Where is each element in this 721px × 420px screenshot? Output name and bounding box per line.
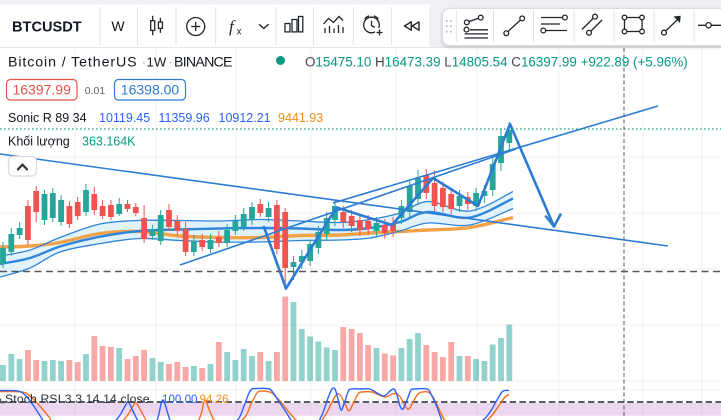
svg-text:f: f <box>229 17 236 36</box>
svg-text:O15475.10 H16473.39 L14805.54: O15475.10 H16473.39 L14805.54 C16397.99 … <box>305 55 688 70</box>
svg-text:9441.93: 9441.93 <box>278 111 323 125</box>
svg-text:Khối lượng: Khối lượng <box>8 135 70 149</box>
svg-text:Stoch RSI 3 3 14 14 close: Stoch RSI 3 3 14 14 close <box>5 392 150 406</box>
svg-text:94.26: 94.26 <box>200 393 229 406</box>
svg-text:x: x <box>237 27 242 38</box>
svg-text:10912.21: 10912.21 <box>219 111 271 125</box>
svg-text:Bitcoin / TetherUS·1W·BINANCE: Bitcoin / TetherUS ·1W ·BINANCE <box>8 55 233 71</box>
svg-text:16397.99: 16397.99 <box>12 82 71 98</box>
svg-text:10119.45: 10119.45 <box>99 111 150 125</box>
svg-text:100.00: 100.00 <box>162 393 197 406</box>
svg-text:16398.00: 16398.00 <box>121 82 180 98</box>
svg-text:11359.96: 11359.96 <box>159 111 210 125</box>
svg-text:363.164K: 363.164K <box>82 135 136 149</box>
svg-text:0.01: 0.01 <box>85 85 106 97</box>
svg-text:Sonic R 89 34: Sonic R 89 34 <box>8 111 87 125</box>
svg-text:W: W <box>111 18 125 34</box>
svg-text:BTCUSDT: BTCUSDT <box>12 20 82 36</box>
